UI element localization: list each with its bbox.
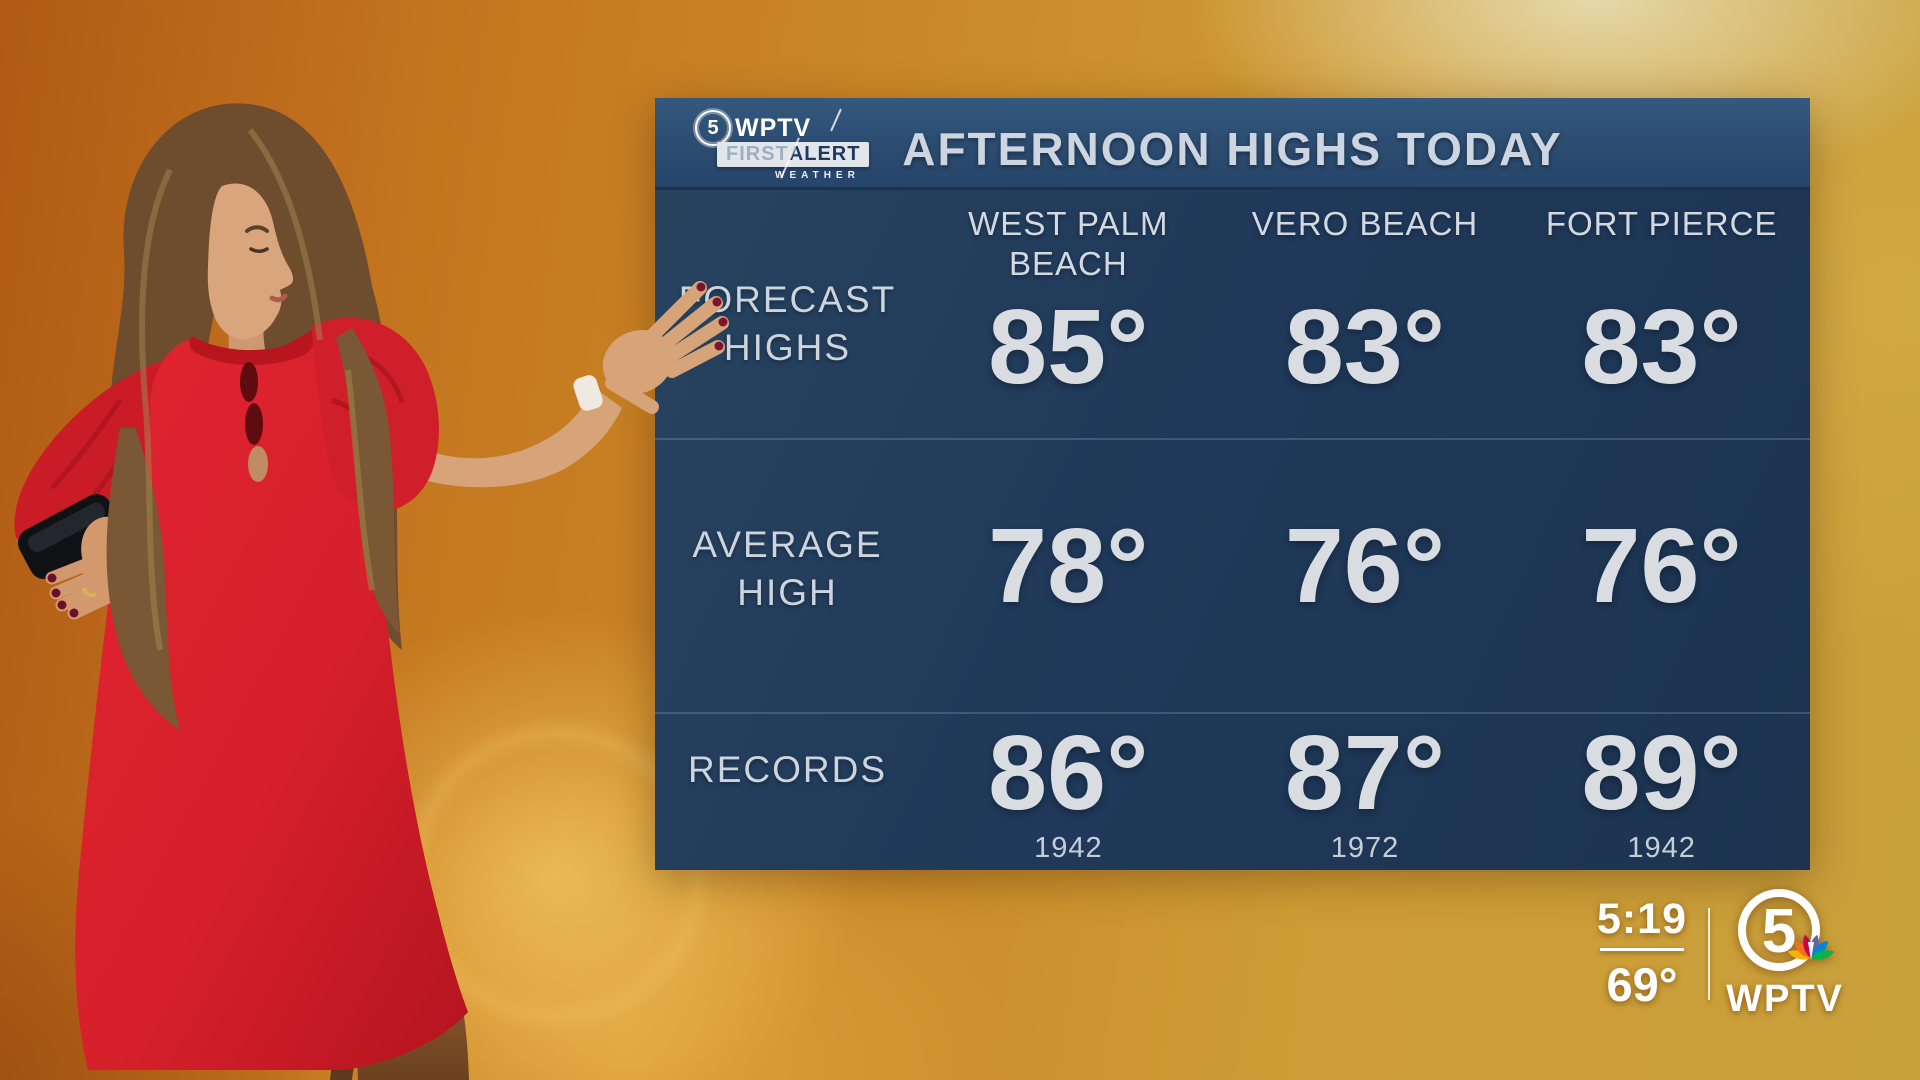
record-year: 1972 (1330, 831, 1400, 864)
bug-five-glyph: 5 (1762, 897, 1796, 966)
logo-five: 5 (707, 117, 719, 139)
station-bug-logo: 5 WPTV (1726, 886, 1842, 1021)
col-vero-beach: VERO BEACH 83° (1217, 190, 1514, 438)
logo-callsign: WPTV (735, 113, 812, 142)
collar-ruffle (189, 330, 314, 366)
lips (269, 293, 288, 303)
ring (82, 587, 98, 598)
temp-value: 83° (1581, 288, 1742, 406)
avg-vero-beach: 76° (1217, 440, 1514, 712)
record-west-palm-beach: 86° 1942 (920, 714, 1217, 870)
record-year: 1942 (1034, 831, 1103, 864)
wrist-watch (573, 375, 603, 411)
record-vero-beach: 87° 1972 (1217, 714, 1514, 870)
temp-value: 78° (988, 507, 1149, 625)
col-west-palm-beach: WEST PALM BEACH 85° (920, 190, 1217, 438)
record-fort-pierce: 89° 1942 (1513, 714, 1810, 870)
temp-value: 89° (1581, 713, 1742, 832)
left-nail-polish (47, 573, 79, 618)
avg-fort-pierce: 76° (1513, 440, 1810, 712)
keyhole-cutout (240, 362, 258, 402)
wptv-circle-five-icon: 5 (1738, 889, 1835, 971)
city-header: WEST PALM BEACH (968, 205, 1169, 283)
fingers (605, 281, 729, 414)
panel-header: 5 WPTV FIRSTALERT WEATHER AFTERNOON HIGH… (655, 98, 1810, 190)
remote-clicker (17, 494, 123, 580)
current-temperature: 69° (1606, 958, 1678, 1011)
first-alert-logo: 5 WPTV FIRSTALERT WEATHER (683, 108, 883, 181)
eye (249, 247, 269, 253)
nail-polish (696, 282, 728, 351)
weather-panel: 5 WPTV FIRSTALERT WEATHER AFTERNOON HIGH… (655, 98, 1810, 870)
row-label-records: RECORDS (687, 748, 888, 790)
temp-value: 87° (1284, 713, 1446, 832)
badge-alert-label: ALERT (788, 143, 861, 165)
logo-slash-small (830, 108, 842, 132)
clock-block: 5:19 69° (1596, 895, 1688, 1012)
keyhole-cutout (248, 446, 268, 482)
bug-callsign: WPTV (1726, 978, 1844, 1020)
city-header: FORT PIERCE (1545, 205, 1778, 242)
hair-front-left (106, 428, 180, 730)
bug-separator (1708, 907, 1710, 1000)
hair-highlights (138, 128, 375, 651)
temp-value: 86° (988, 713, 1149, 832)
badge-first-label: FIRST (726, 143, 789, 165)
time-temp-bug: 5:19 69° 5 WPTV (1596, 886, 1842, 1021)
records-row: RECORDS 86° 1942 87° 1972 89° 1942 (655, 712, 1810, 870)
nbc-peacock-icon (1787, 934, 1835, 960)
temp-value: 83° (1284, 288, 1446, 406)
row-label-average-high: AVERAGE HIGH (692, 523, 883, 613)
record-year: 1942 (1627, 831, 1696, 864)
temp-value: 85° (988, 288, 1149, 406)
temp-value: 76° (1581, 507, 1742, 625)
avg-west-palm-beach: 78° (920, 440, 1217, 712)
left-fingers (45, 553, 115, 620)
temp-value: 76° (1284, 507, 1446, 625)
first-alert-badge: FIRSTALERT (717, 142, 870, 167)
keyhole-cutout (245, 403, 263, 445)
weather-wordmark: WEATHER (775, 170, 860, 181)
forecast-highs-row: FORECAST HIGHS WEST PALM BEACH 85° VERO … (655, 190, 1810, 438)
panel-title: AFTERNOON HIGHS TODAY (902, 123, 1563, 175)
average-high-row: AVERAGE HIGH 78° 76° 76° (655, 438, 1810, 712)
col-fort-pierce: FORT PIERCE 83° (1513, 190, 1810, 438)
eyebrow (245, 225, 269, 233)
bug-divider-line (1600, 948, 1684, 951)
city-header: VERO BEACH (1251, 205, 1479, 242)
logo-top-row: 5 WPTV (695, 108, 883, 146)
right-arm (420, 388, 622, 488)
circle-five-icon: 5 (695, 110, 731, 146)
presenter-photo (14, 103, 729, 1080)
current-time: 5:19 (1596, 895, 1688, 943)
